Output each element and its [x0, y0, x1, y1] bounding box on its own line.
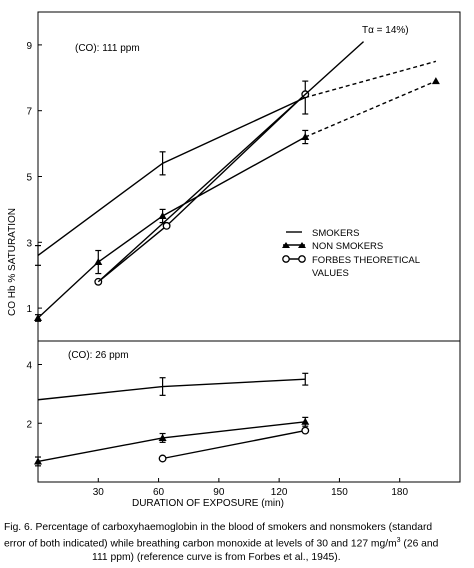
- series-extension-dashed: [304, 80, 437, 138]
- legend-circle-marker-icon: [298, 255, 306, 263]
- legend-smokers-label: SMOKERS: [312, 228, 360, 239]
- legend: SMOKERS NON SMOKERS FORBES THEORETICAL V…: [282, 228, 420, 279]
- triangle-marker-icon: [301, 133, 310, 141]
- y-tick-label: 4: [26, 361, 32, 372]
- y-tick-label: 5: [26, 173, 32, 184]
- figure-caption: Fig. 6. Percentage of carboxyhaemoglobin…: [4, 521, 466, 565]
- x-tick-label: 90: [213, 487, 225, 498]
- caption-line-3: 111 ppm) (reference curve is from Forbes…: [92, 552, 341, 564]
- y-tick-label: 1: [26, 304, 32, 315]
- triangle-marker-icon: [158, 433, 167, 441]
- y-tick-label: 2: [26, 419, 32, 430]
- circle-marker-icon: [162, 221, 171, 230]
- legend-non-smokers-label: NON SMOKERS: [312, 241, 383, 252]
- legend-triangle-marker-icon: [282, 242, 290, 248]
- legend-circle-marker-icon: [282, 255, 290, 263]
- circle-marker-icon: [158, 454, 167, 463]
- caption-line-2-end: (26 and: [400, 538, 439, 550]
- axis-ticks: 1 3 5 7 9 2 4 30 60 90 120 150 180: [26, 41, 408, 498]
- series-line: [37, 96, 306, 257]
- circle-marker-icon: [301, 426, 310, 435]
- triangle-marker-icon: [301, 417, 310, 425]
- legend-forbes-label-line2: VALUES: [312, 268, 349, 279]
- triangle-marker-icon: [158, 211, 167, 219]
- series-line: [162, 429, 306, 460]
- caption-superscript: 3: [396, 537, 401, 545]
- axis-labels: CO Hb % SATURATION DURATION OF EXPOSURE …: [7, 25, 409, 509]
- x-tick-label: 120: [271, 487, 288, 498]
- y-tick-label: 7: [26, 107, 32, 118]
- plot-frame: [37, 11, 461, 483]
- series-extension-dashed: [305, 60, 437, 99]
- y-tick-label: 9: [26, 41, 32, 52]
- x-tick-label: 180: [391, 487, 408, 498]
- x-tick-label: 150: [331, 487, 348, 498]
- y-axis-label: CO Hb % SATURATION: [7, 208, 18, 316]
- x-tick-label: 60: [153, 487, 165, 498]
- theoretical-line-annotation: Tα = 14%): [362, 25, 409, 36]
- caption-line-2: error of both indicated) while breathing…: [4, 538, 397, 550]
- triangle-marker-icon: [34, 313, 42, 321]
- series-line: [97, 41, 365, 283]
- legend-triangle-marker-icon: [298, 242, 306, 248]
- panel-bottom-title: (CO): 26 ppm: [68, 350, 129, 361]
- panel-top-title: (CO): 111 ppm: [75, 43, 140, 54]
- series-line: [37, 378, 306, 401]
- panel-111ppm: [34, 41, 440, 322]
- triangle-marker-icon: [431, 77, 440, 85]
- series-line: [37, 421, 306, 463]
- x-tick-label: 30: [93, 487, 105, 498]
- caption-line-1: Fig. 6. Percentage of carboxyhaemoglobin…: [4, 522, 433, 533]
- triangle-marker-icon: [34, 457, 42, 465]
- triangle-marker-icon: [94, 258, 103, 266]
- x-axis-label: DURATION OF EXPOSURE (min): [132, 498, 284, 509]
- y-tick-label: 3: [26, 238, 32, 249]
- legend-forbes-label-line1: FORBES THEORETICAL: [312, 255, 420, 266]
- panel-26ppm: [34, 372, 310, 467]
- series-line: [37, 136, 306, 319]
